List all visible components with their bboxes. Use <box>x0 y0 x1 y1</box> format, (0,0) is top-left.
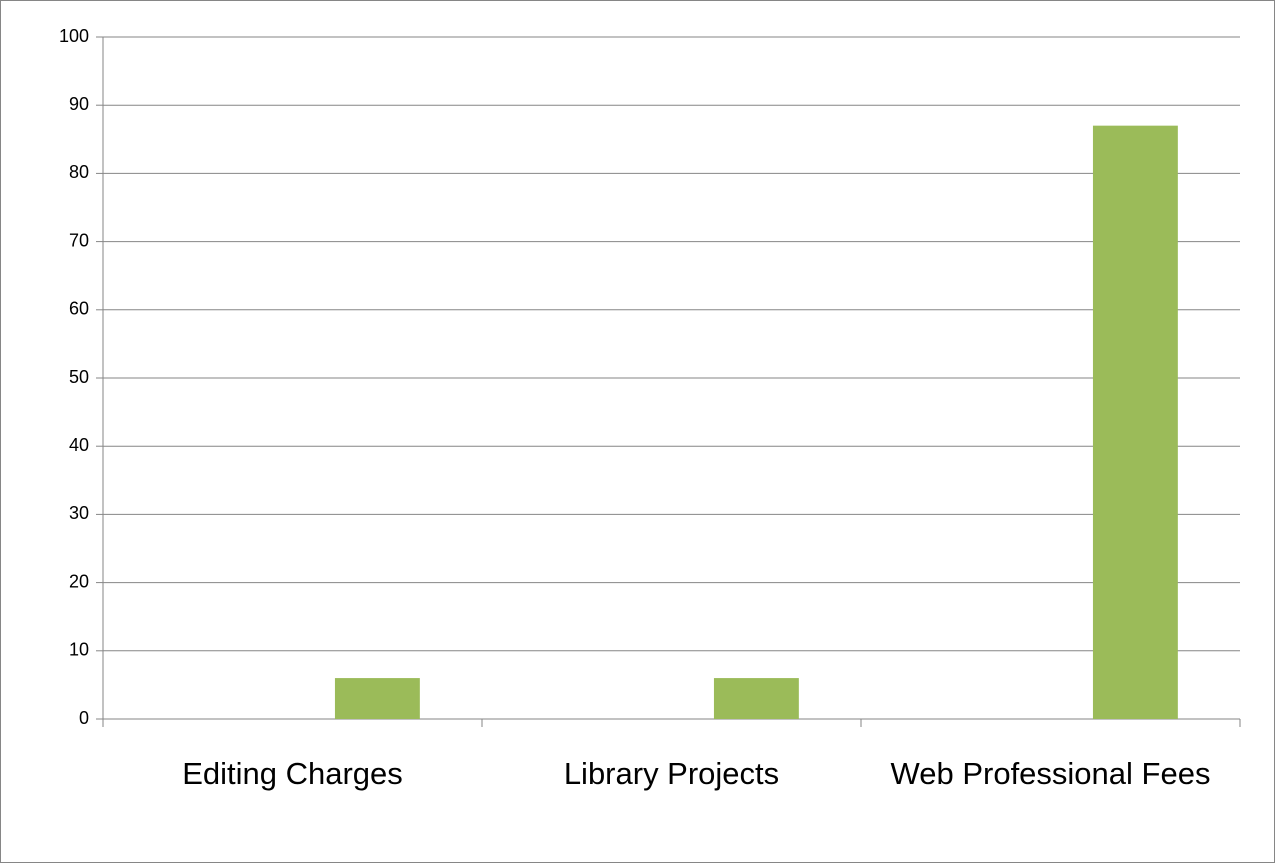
y-tick-label: 50 <box>69 367 89 387</box>
y-tick-label: 30 <box>69 503 89 523</box>
y-tick-label: 0 <box>79 708 89 728</box>
y-tick-label: 70 <box>69 230 89 250</box>
x-tick-label: Editing Charges <box>182 756 403 791</box>
y-tick-label: 100 <box>59 26 89 46</box>
y-tick-label: 60 <box>69 299 89 319</box>
y-tick-label: 40 <box>69 435 89 455</box>
y-tick-label: 90 <box>69 94 89 114</box>
y-tick-label: 10 <box>69 640 89 660</box>
bar <box>334 678 420 719</box>
y-tick-label: 80 <box>69 162 89 182</box>
x-tick-label: Library Projects <box>563 756 780 791</box>
bar <box>1092 125 1178 719</box>
x-tick-label: Web Professional Fees <box>890 756 1211 791</box>
bar <box>713 678 799 719</box>
y-tick-label: 20 <box>69 571 89 591</box>
